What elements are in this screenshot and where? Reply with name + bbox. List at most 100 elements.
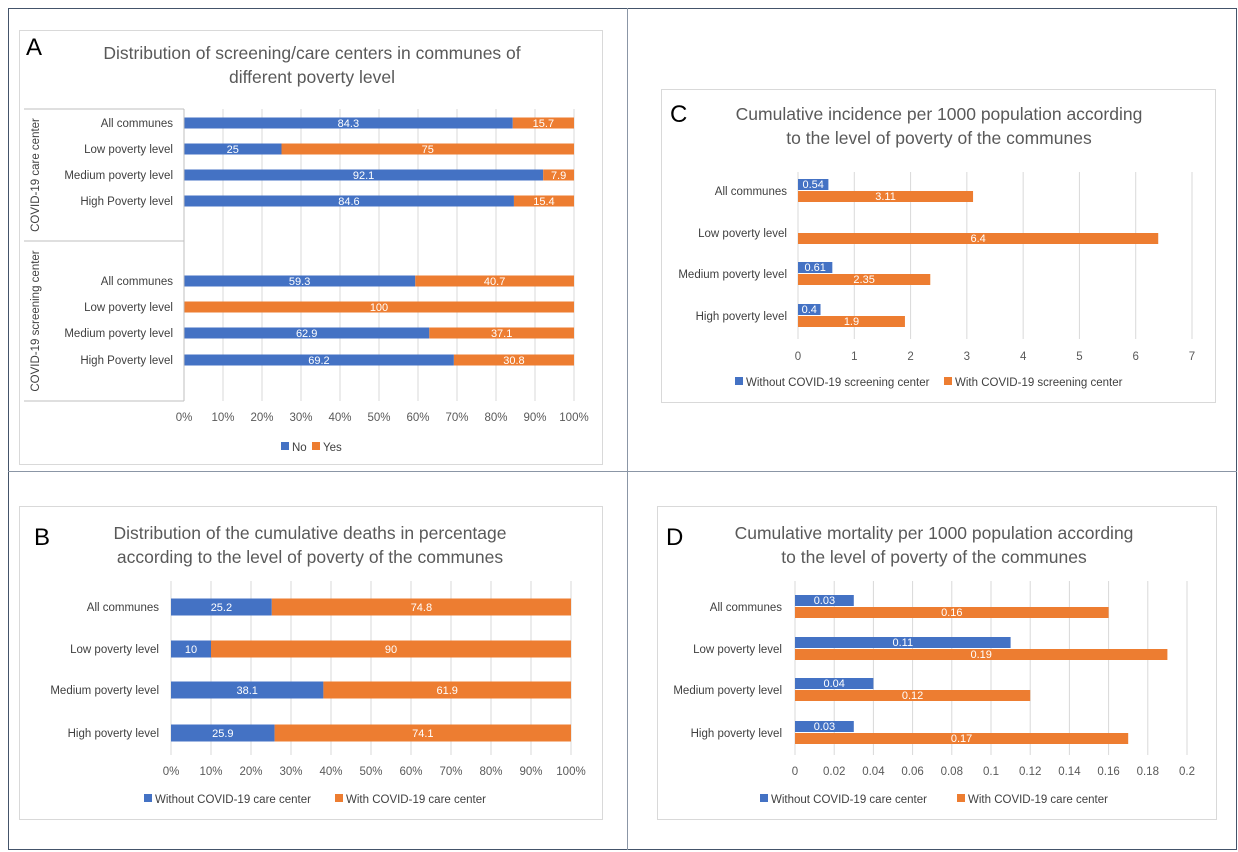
chart-d-x-tick: 0.08 — [941, 766, 963, 778]
chart-a-x-tick: 20% — [250, 412, 273, 424]
chart-c-title-line-1: Cumulative incidence per 1000 population… — [736, 104, 1143, 124]
chart-c-x-tick: 4 — [1020, 351, 1027, 363]
chart-a-x-tick: 80% — [484, 412, 507, 424]
chart-d-category-label: All communes — [710, 602, 782, 614]
chart-a-group-label-care: COVID-19 care center — [30, 118, 42, 232]
chart-a-bar-yes — [512, 117, 574, 129]
chart-d-x-tick: 0.12 — [1019, 766, 1041, 778]
chart-d-category-label: Medium poverty level — [673, 685, 782, 697]
chart-a-value-label: 92.1 — [353, 170, 374, 182]
chart-b-value-label: 38.1 — [236, 685, 257, 697]
chart-b-x-tick: 50% — [359, 766, 382, 778]
chart-d-x-tick: 0.14 — [1058, 766, 1081, 778]
chart-c-bar-with — [798, 233, 1159, 244]
chart-a-category-label: All communes — [101, 118, 173, 130]
chart-a-group-label-screening: COVID-19 screening center — [30, 250, 42, 391]
chart-b-x-tick: 40% — [319, 766, 342, 778]
chart-a-bar-no — [184, 275, 416, 287]
chart-d-legend-swatch-1 — [760, 794, 768, 802]
chart-b-x-tick: 90% — [519, 766, 542, 778]
chart-a-panel-label: A — [26, 34, 42, 61]
chart-c-panel: C Cumulative incidence per 1000 populatio… — [661, 89, 1216, 403]
chart-a-x-tick: 90% — [523, 412, 546, 424]
chart-a-title-line-1: Distribution of screening/care centers i… — [103, 43, 520, 63]
chart-b-category-label: High poverty level — [68, 728, 159, 740]
chart-b-panel-label: B — [34, 524, 50, 551]
chart-a-bar-no — [184, 169, 544, 181]
chart-c-category-label: All communes — [715, 186, 787, 198]
chart-d-x-tick: 0.16 — [1097, 766, 1119, 778]
chart-a-value-label: 15.7 — [533, 118, 554, 130]
chart-c-bar-without — [798, 304, 821, 315]
chart-a-category-label: Low poverty level — [84, 302, 173, 314]
chart-a-category-label: Low poverty level — [84, 144, 173, 156]
chart-a-category-label: High Poverty level — [80, 196, 173, 208]
chart-a-category-label: Medium poverty level — [64, 170, 173, 182]
chart-b-bar-without — [171, 640, 211, 658]
chart-b-value-label: 74.1 — [412, 728, 433, 740]
chart-c-bar-with — [798, 191, 974, 202]
chart-a: A Distribution of screening/care centers … — [24, 34, 589, 454]
chart-c-x-tick: 7 — [1189, 351, 1195, 363]
chart-c-x-tick: 0 — [795, 351, 801, 363]
chart-a-bar-no — [184, 195, 514, 207]
chart-c-category-label: Medium poverty level — [678, 269, 787, 281]
chart-b-x-tick: 60% — [399, 766, 422, 778]
chart-a-x-tick: 0% — [176, 412, 193, 424]
chart-c-x-tick: 6 — [1133, 351, 1139, 363]
chart-c-value-label: 1.9 — [844, 316, 859, 328]
chart-d-panel: D Cumulative mortality per 1000 populatio… — [657, 506, 1217, 820]
chart-d-value-label: 0.11 — [893, 637, 914, 649]
chart-b-legend-label-1: Without COVID-19 care center — [155, 794, 311, 806]
chart-c-x-tick: 3 — [964, 351, 970, 363]
chart-a-category-label: High Poverty level — [80, 355, 173, 367]
chart-a-value-label: 100 — [370, 302, 388, 314]
chart-a-bar-yes — [513, 195, 574, 207]
chart-c-panel-label: C — [670, 101, 687, 128]
chart-b-bar-without — [171, 681, 324, 699]
quadrant-divider-horizontal — [8, 471, 1237, 472]
chart-c-category-label: Low poverty level — [698, 228, 787, 240]
chart-b-category-label: All communes — [87, 602, 159, 614]
chart-b-x-tick: 100% — [556, 766, 585, 778]
chart-a-legend-swatch-1 — [281, 442, 289, 450]
chart-b-bar-with — [323, 681, 571, 699]
chart-a-value-label: 59.3 — [289, 276, 310, 288]
chart-a-bar-yes — [429, 327, 574, 339]
chart-d-x-tick: 0.02 — [823, 766, 845, 778]
chart-a-value-label: 7.9 — [551, 170, 566, 182]
chart-c-x-tick: 5 — [1076, 351, 1082, 363]
chart-d-x-tick: 0 — [792, 766, 798, 778]
chart-d: D Cumulative mortality per 1000 populatio… — [666, 523, 1195, 806]
chart-c-legend-swatch-1 — [735, 377, 743, 385]
chart-a-bar-no — [184, 117, 513, 129]
chart-b-value-label: 61.9 — [436, 685, 457, 697]
chart-d-bar-with — [795, 607, 1109, 618]
chart-b-panel: B Distribution of the cumulative deaths i… — [19, 506, 603, 820]
chart-a-value-label: 37.1 — [491, 328, 512, 340]
chart-c-bar-without — [798, 262, 833, 273]
chart-a-bar-yes — [415, 275, 574, 287]
chart-c-legend-swatch-2 — [944, 377, 952, 385]
chart-d-value-label: 0.12 — [902, 690, 923, 702]
chart-a-bar-no — [184, 143, 282, 155]
chart-a-x-tick: 60% — [406, 412, 429, 424]
chart-c-x-tick: 2 — [907, 351, 913, 363]
chart-d-value-label: 0.19 — [970, 649, 991, 661]
chart-d-title-line-1: Cumulative mortality per 1000 population… — [735, 523, 1134, 543]
chart-b-x-tick: 20% — [239, 766, 262, 778]
chart-b-category-label: Medium poverty level — [50, 685, 159, 697]
chart-a-value-label: 75 — [422, 144, 434, 156]
chart-d-x-tick: 0.04 — [862, 766, 885, 778]
chart-b-title-line-1: Distribution of the cumulative deaths in… — [113, 523, 506, 543]
chart-d-category-label: High poverty level — [691, 728, 782, 740]
chart-d-x-tick: 0.2 — [1179, 766, 1195, 778]
chart-a-panel: A Distribution of screening/care centers … — [19, 30, 603, 465]
chart-b-value-label: 25.2 — [211, 602, 232, 614]
chart-a-value-label: 69.2 — [308, 355, 329, 367]
chart-b-legend-swatch-1 — [144, 794, 152, 802]
chart-a-x-tick: 50% — [367, 412, 390, 424]
quadrant-divider-vertical — [627, 8, 628, 850]
chart-b-value-label: 90 — [385, 644, 397, 656]
chart-d-value-label: 0.03 — [814, 721, 835, 733]
